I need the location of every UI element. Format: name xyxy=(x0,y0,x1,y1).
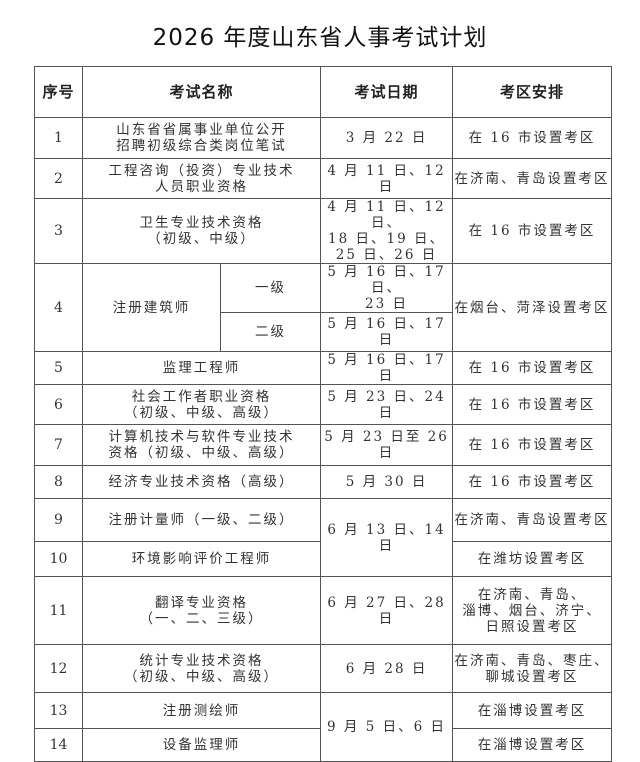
venue-cell: 在烟台、菏泽设置考区 xyxy=(452,263,613,352)
venue-cell: 在淄博设置考区 xyxy=(452,692,613,729)
table-row: 5 监理工程师 5 月 16 日、17 日 在 16 市设置考区 xyxy=(34,351,613,385)
header-venue: 考区安排 xyxy=(452,66,613,118)
name-cell: 注册建筑师 xyxy=(82,263,221,352)
table-row: 8 经济专业技术资格（高级） 5 月 30 日 在 16 市设置考区 xyxy=(34,465,613,499)
table-header-row: 序号 考试名称 考试日期 考区安排 xyxy=(34,66,613,118)
seq-cell: 1 xyxy=(34,117,83,159)
date-cell: 6 月 28 日 xyxy=(320,644,454,693)
date-cell: 5 月 30 日 xyxy=(320,465,454,499)
table-row: 14 设备监理师 在淄博设置考区 xyxy=(34,728,613,762)
table-subrow: 二级 5 月 16 日、17 日 xyxy=(35,312,612,352)
name-cell: 卫生专业技术资格 （初级、中级） xyxy=(81,198,322,264)
name-cell: 山东省省属事业单位公开 招聘初级综合类岗位笔试 xyxy=(81,117,322,159)
exam-plan-table: 序号 考试名称 考试日期 考区安排 1 山东省省属事业单位公开 招聘初级综合类岗… xyxy=(34,66,613,762)
date-cell: 4 月 11 日、12 日 xyxy=(320,158,454,199)
table-row: 11 翻译专业资格 （一、二、三级） 6 月 27 日、28 日 在济南、青岛、… xyxy=(34,576,613,645)
venue-cell: 在 16 市设置考区 xyxy=(452,198,613,264)
date-cell: 3 月 22 日 xyxy=(320,117,454,159)
seq-cell: 12 xyxy=(34,644,83,693)
table-row: 3 卫生专业技术资格 （初级、中级） 4 月 11 日、12 日、 18 日、1… xyxy=(34,198,613,264)
venue-cell: 在潍坊设置考区 xyxy=(452,541,613,577)
venue-cell: 在 16 市设置考区 xyxy=(452,424,613,466)
table-row: 7 计算机技术与软件专业技术 资格（初级、中级、高级） 5 月 23 日至 26… xyxy=(34,424,613,466)
date-cell: 5 月 16 日、17 日 xyxy=(320,312,454,352)
name-cell: 社会工作者职业资格 （初级、中级、高级） xyxy=(81,384,322,425)
level-cell: 一级 xyxy=(219,263,322,313)
date-cell: 5 月 16 日、17 日 xyxy=(320,351,454,385)
header-name: 考试名称 xyxy=(81,66,322,118)
venue-cell: 在 16 市设置考区 xyxy=(452,465,613,499)
name-cell: 环境影响评价工程师 xyxy=(81,541,322,577)
table-row: 10 环境影响评价工程师 在潍坊设置考区 xyxy=(34,541,613,577)
seq-cell: 13 xyxy=(34,692,83,729)
level-cell: 二级 xyxy=(219,312,322,352)
date-cell: 9 月 5 日、6 日 xyxy=(320,692,454,762)
venue-cell: 在济南、青岛、 淄博、烟台、济宁、 日照设置考区 xyxy=(452,576,613,645)
seq-cell: 11 xyxy=(34,576,83,645)
name-cell: 经济专业技术资格（高级） xyxy=(81,465,322,499)
name-cell: 注册计量师（一级、二级） xyxy=(81,498,322,542)
seq-cell: 14 xyxy=(34,728,83,762)
header-date: 考试日期 xyxy=(320,66,454,118)
page-title: 2026 年度山东省人事考试计划 xyxy=(152,25,488,51)
seq-cell: 6 xyxy=(34,384,83,425)
name-cell: 翻译专业资格 （一、二、三级） xyxy=(81,576,322,645)
venue-cell: 在济南、青岛、枣庄、 聊城设置考区 xyxy=(452,644,613,693)
table-row: 12 统计专业技术资格 （初级、中级、高级） 6 月 28 日 在济南、青岛、枣… xyxy=(34,644,613,693)
seq-cell: 4 xyxy=(34,263,83,352)
table-row: 13 注册测绘师 9 月 5 日、6 日 在淄博设置考区 xyxy=(34,692,613,762)
name-cell: 注册测绘师 xyxy=(81,692,322,729)
date-cell: 6 月 13 日、14 日 xyxy=(320,498,454,577)
seq-cell: 7 xyxy=(34,424,83,466)
date-cell: 5 月 23 日、24 日 xyxy=(320,384,454,425)
table-row: 1 山东省省属事业单位公开 招聘初级综合类岗位笔试 3 月 22 日 在 16 … xyxy=(34,117,613,159)
name-cell: 计算机技术与软件专业技术 资格（初级、中级、高级） xyxy=(81,424,322,466)
header-seq: 序号 xyxy=(34,66,83,118)
venue-cell: 在 16 市设置考区 xyxy=(452,117,613,159)
venue-cell: 在济南、青岛设置考区 xyxy=(452,158,613,199)
date-cell: 4 月 11 日、12 日、 18 日、19 日、 25 日、26 日 xyxy=(320,198,454,264)
table-row: 4 注册建筑师 一级 5 月 16 日、17 日、 23 日 在烟台、菏泽设置考… xyxy=(34,263,613,352)
table-row: 6 社会工作者职业资格 （初级、中级、高级） 5 月 23 日、24 日 在 1… xyxy=(34,384,613,425)
seq-cell: 10 xyxy=(34,541,83,577)
seq-cell: 3 xyxy=(34,198,83,264)
venue-cell: 在 16 市设置考区 xyxy=(452,384,613,425)
table-row: 2 工程咨询（投资）专业技术 人员职业资格 4 月 11 日、12 日 在济南、… xyxy=(34,158,613,199)
seq-cell: 8 xyxy=(34,465,83,499)
name-cell: 监理工程师 xyxy=(81,351,322,385)
seq-cell: 2 xyxy=(34,158,83,199)
venue-cell: 在 16 市设置考区 xyxy=(452,351,613,385)
name-cell: 工程咨询（投资）专业技术 人员职业资格 xyxy=(81,158,322,199)
name-cell: 统计专业技术资格 （初级、中级、高级） xyxy=(81,644,322,693)
venue-cell: 在济南、青岛设置考区 xyxy=(452,498,613,542)
seq-cell: 9 xyxy=(34,498,83,542)
table-row: 9 注册计量师（一级、二级） 6 月 13 日、14 日 在济南、青岛设置考区 xyxy=(34,498,613,577)
date-cell: 6 月 27 日、28 日 xyxy=(320,576,454,645)
date-cell: 5 月 16 日、17 日、 23 日 xyxy=(320,263,454,313)
date-cell: 5 月 23 日至 26 日 xyxy=(320,424,454,466)
seq-cell: 5 xyxy=(34,351,83,385)
venue-cell: 在淄博设置考区 xyxy=(452,728,613,762)
name-cell: 设备监理师 xyxy=(81,728,322,762)
